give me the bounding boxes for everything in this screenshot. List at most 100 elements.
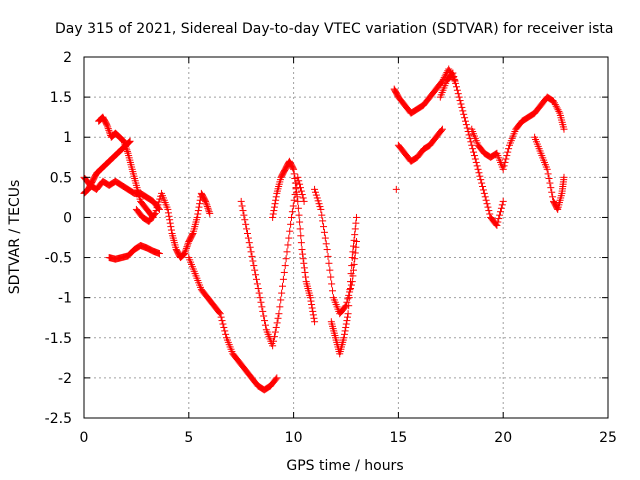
data-point xyxy=(126,137,134,145)
data-point xyxy=(272,323,280,331)
data-point xyxy=(277,296,285,304)
data-point xyxy=(495,215,503,223)
data-point xyxy=(272,196,280,204)
data-point xyxy=(311,188,319,196)
data-point xyxy=(251,266,259,274)
data-point xyxy=(545,174,553,182)
data-point xyxy=(196,200,204,208)
data-point xyxy=(242,220,250,228)
data-point xyxy=(291,174,299,182)
data-point xyxy=(560,125,568,133)
data-point xyxy=(438,78,446,86)
y-axis-title: SDTVAR / TECUs xyxy=(7,180,23,295)
data-point xyxy=(479,186,487,194)
data-point xyxy=(547,184,555,192)
data-point xyxy=(105,126,113,134)
data-point xyxy=(346,284,354,292)
data-point xyxy=(500,162,508,170)
data-point xyxy=(555,107,563,115)
data-point xyxy=(122,144,130,152)
data-point xyxy=(288,208,296,216)
data-point xyxy=(470,152,478,160)
data-point xyxy=(315,200,323,208)
data-point xyxy=(220,323,228,331)
data-point xyxy=(451,76,459,84)
plot-border xyxy=(83,56,609,419)
data-point xyxy=(184,239,192,247)
data-point xyxy=(249,257,257,265)
data-point xyxy=(195,203,203,211)
data-point xyxy=(123,146,131,154)
data-point xyxy=(252,271,260,279)
data-point xyxy=(313,194,321,202)
data-point xyxy=(293,193,301,201)
data-point xyxy=(341,327,349,335)
data-point xyxy=(438,126,446,134)
y-tick-label: 0 xyxy=(63,210,72,226)
data-point xyxy=(182,246,190,254)
data-point xyxy=(150,211,158,219)
data-point xyxy=(467,138,475,146)
data-point xyxy=(275,310,283,318)
data-point xyxy=(344,295,352,303)
data-point xyxy=(503,152,511,160)
data-point xyxy=(182,244,190,252)
data-point xyxy=(194,210,202,218)
data-point xyxy=(316,203,324,211)
y-tick-label: -1 xyxy=(58,291,72,307)
data-point xyxy=(485,207,493,215)
data-point xyxy=(274,314,282,322)
data-point xyxy=(179,251,187,259)
data-point xyxy=(328,280,336,288)
data-point xyxy=(351,231,359,239)
data-point xyxy=(287,220,295,228)
data-point xyxy=(505,145,513,153)
data-point xyxy=(299,255,307,263)
data-point xyxy=(269,210,277,218)
data-point xyxy=(345,302,353,310)
data-point xyxy=(184,241,192,249)
data-point xyxy=(261,317,269,325)
data-point xyxy=(246,243,254,251)
data-point xyxy=(269,213,277,221)
data-point xyxy=(319,217,327,225)
data-point xyxy=(346,278,354,286)
data-point xyxy=(166,216,174,224)
x-tick-label: 5 xyxy=(184,430,193,446)
data-point xyxy=(122,142,130,150)
data-point xyxy=(286,227,294,235)
data-point xyxy=(324,252,332,260)
data-point xyxy=(454,90,462,98)
data-point xyxy=(461,117,469,125)
data-point xyxy=(310,314,318,322)
data-point xyxy=(323,246,331,254)
data-point xyxy=(294,204,302,212)
data-point xyxy=(290,165,298,173)
data-point xyxy=(307,297,315,305)
data-point xyxy=(465,131,473,139)
data-point xyxy=(290,170,298,178)
data-point xyxy=(343,298,351,306)
data-point xyxy=(298,246,306,254)
data-point xyxy=(272,193,280,201)
data-point xyxy=(221,327,229,335)
data-point xyxy=(244,234,252,242)
data-point xyxy=(552,102,560,110)
x-axis-title: GPS time / hours xyxy=(286,458,403,474)
x-tick-label: 15 xyxy=(389,430,407,446)
data-point xyxy=(309,307,317,315)
data-point xyxy=(219,320,227,328)
data-point xyxy=(193,213,201,221)
data-point xyxy=(258,303,266,311)
data-point xyxy=(327,273,335,281)
data-point xyxy=(438,125,446,133)
data-point xyxy=(476,172,484,180)
data-point xyxy=(166,219,174,227)
data-point xyxy=(322,240,330,248)
data-point xyxy=(343,313,351,321)
data-point xyxy=(498,201,506,209)
data-point xyxy=(550,97,558,105)
data-point xyxy=(294,197,302,205)
data-point xyxy=(205,206,213,214)
data-point xyxy=(259,307,267,315)
